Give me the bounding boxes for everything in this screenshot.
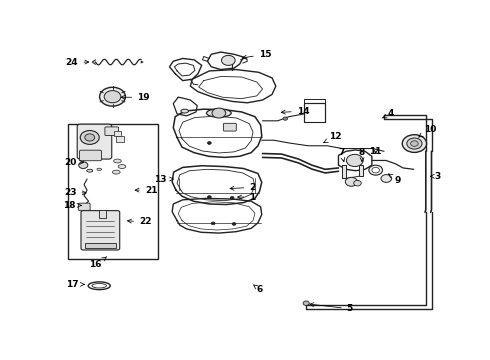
Circle shape [230, 197, 234, 199]
Circle shape [212, 108, 226, 118]
Text: 22: 22 [127, 217, 151, 226]
Bar [68, 123, 158, 260]
Ellipse shape [97, 168, 101, 170]
Circle shape [411, 141, 418, 146]
Text: 8: 8 [359, 148, 365, 162]
Text: 17: 17 [66, 280, 84, 289]
Text: 10: 10 [418, 125, 436, 137]
Text: 2: 2 [230, 183, 255, 192]
Circle shape [381, 175, 392, 183]
Circle shape [211, 222, 215, 225]
Text: 7: 7 [338, 148, 345, 162]
Circle shape [99, 87, 125, 106]
Text: 21: 21 [135, 186, 157, 195]
FancyBboxPatch shape [79, 150, 101, 161]
Text: 16: 16 [89, 257, 107, 269]
Bar [116, 136, 124, 141]
Bar [114, 131, 121, 136]
Circle shape [79, 162, 88, 168]
Text: 15: 15 [243, 50, 271, 59]
Circle shape [354, 180, 361, 186]
Ellipse shape [181, 109, 189, 113]
Circle shape [369, 165, 383, 175]
Text: 12: 12 [324, 131, 342, 143]
Text: 9: 9 [389, 174, 401, 185]
Ellipse shape [88, 282, 110, 290]
Ellipse shape [87, 169, 93, 172]
Text: 3: 3 [430, 172, 441, 181]
FancyBboxPatch shape [105, 127, 119, 135]
Circle shape [80, 131, 99, 144]
Circle shape [303, 301, 309, 305]
Text: 14: 14 [281, 107, 309, 116]
Circle shape [207, 195, 211, 198]
FancyBboxPatch shape [223, 123, 236, 131]
Circle shape [104, 91, 121, 103]
Bar [99, 210, 106, 218]
Text: 1: 1 [238, 193, 255, 202]
Circle shape [407, 138, 422, 149]
Circle shape [207, 141, 211, 144]
Ellipse shape [113, 170, 120, 174]
Bar [85, 243, 116, 248]
Text: 19: 19 [121, 93, 150, 102]
Ellipse shape [118, 165, 126, 168]
Circle shape [85, 134, 95, 141]
Text: 13: 13 [154, 175, 173, 184]
Ellipse shape [206, 109, 231, 117]
Circle shape [345, 177, 358, 186]
Text: 24: 24 [66, 58, 89, 67]
Ellipse shape [92, 284, 106, 288]
Circle shape [346, 154, 363, 167]
Circle shape [221, 55, 235, 66]
Ellipse shape [114, 159, 121, 163]
Text: 20: 20 [64, 158, 83, 167]
Text: 4: 4 [383, 109, 394, 118]
FancyBboxPatch shape [77, 124, 112, 159]
Text: 6: 6 [254, 285, 263, 294]
Text: 5: 5 [310, 303, 353, 313]
FancyBboxPatch shape [81, 211, 120, 250]
Text: 23: 23 [64, 188, 86, 197]
Circle shape [372, 167, 379, 173]
Text: 18: 18 [63, 201, 81, 210]
Circle shape [232, 222, 236, 225]
Circle shape [283, 117, 288, 120]
Circle shape [402, 135, 427, 152]
FancyBboxPatch shape [78, 203, 90, 210]
Bar [359, 165, 363, 176]
Text: 11: 11 [369, 147, 382, 156]
Bar [342, 165, 346, 179]
